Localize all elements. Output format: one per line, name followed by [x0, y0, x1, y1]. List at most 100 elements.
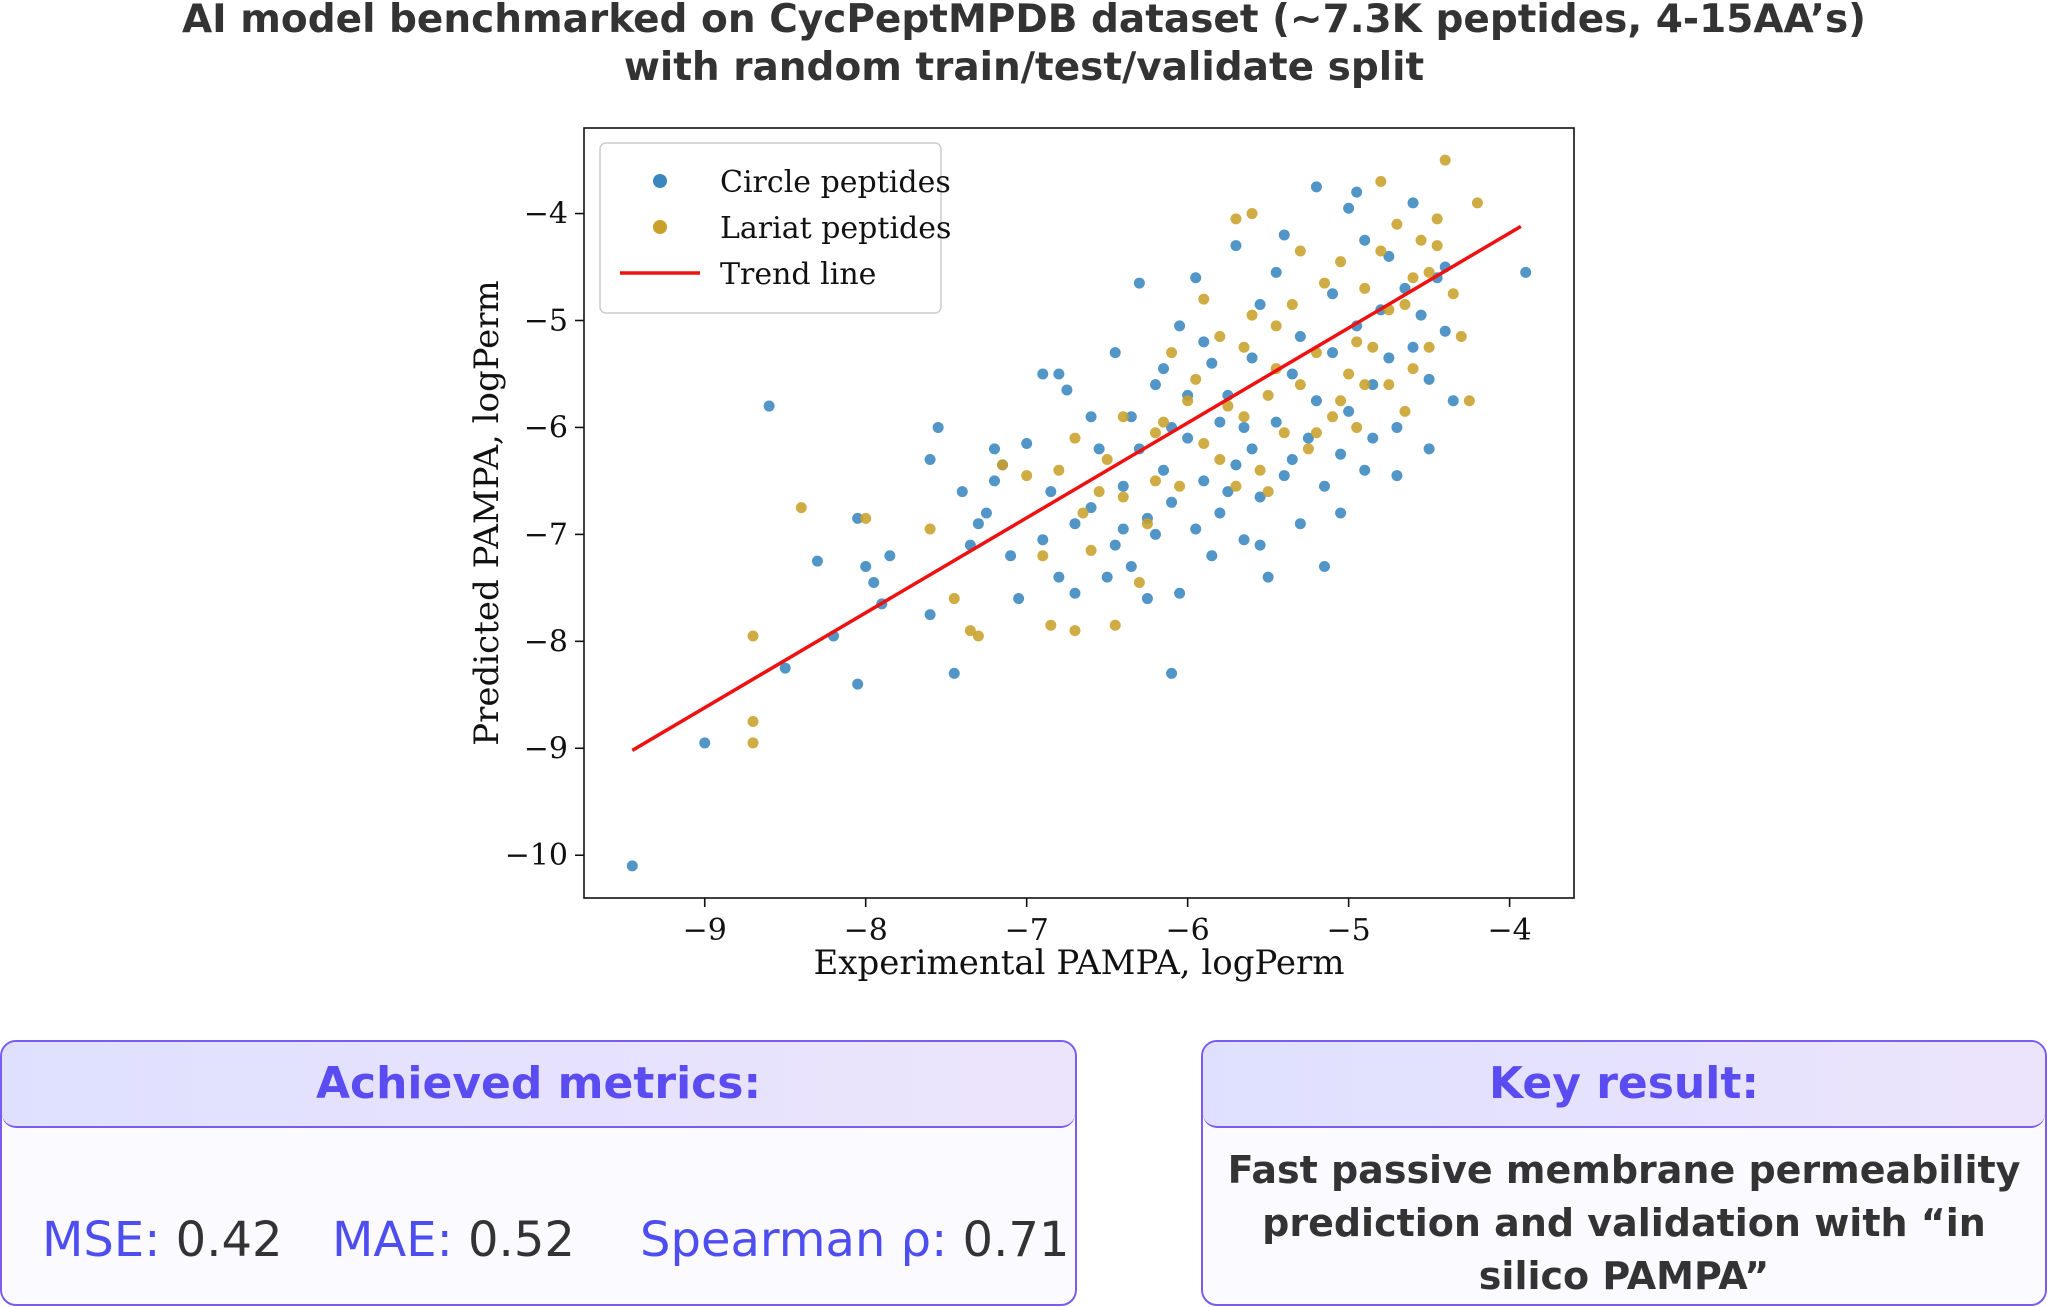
- lariat-peptide-point: [1021, 470, 1033, 482]
- lariat-peptide-point: [747, 737, 759, 749]
- x-axis-label: Experimental PAMPA, logPerm: [813, 943, 1344, 983]
- lariat-peptide-point: [1045, 619, 1057, 631]
- circle-peptide-point: [1117, 480, 1129, 492]
- circle-peptide-point: [948, 667, 960, 679]
- x-tick-label: −4: [1487, 913, 1531, 948]
- lariat-peptide-point: [1109, 619, 1121, 631]
- lariat-peptide-point: [1117, 491, 1129, 503]
- lariat-peptide-point: [1375, 245, 1387, 257]
- circle-peptide-point: [1318, 480, 1330, 492]
- lariat-peptide-point: [1431, 213, 1443, 225]
- circle-peptide-point: [1117, 523, 1129, 535]
- circle-peptide-point: [1286, 368, 1298, 380]
- circle-peptide-point: [980, 507, 992, 519]
- circle-peptide-point: [1174, 587, 1186, 599]
- lariat-peptide-point: [1391, 218, 1403, 230]
- spearman-value: 0.71: [962, 1212, 1070, 1268]
- circle-peptide-point: [1069, 587, 1081, 599]
- result-text: Fast passive membrane permeability predi…: [1223, 1144, 2025, 1303]
- circle-peptide-point: [1133, 277, 1145, 289]
- x-tick-label: −8: [844, 913, 888, 948]
- lariat-peptide-point: [1222, 400, 1234, 412]
- circle-peptide-point: [1158, 363, 1170, 375]
- circle-peptide-point: [1286, 454, 1298, 466]
- lariat-peptide-point: [1238, 411, 1250, 423]
- circle-peptide-point: [1109, 539, 1121, 551]
- lariat-peptide-point: [1327, 411, 1339, 423]
- circle-peptide-point: [1166, 496, 1178, 508]
- circle-peptide-point: [1294, 331, 1306, 343]
- mae-label: MAE:: [332, 1212, 453, 1268]
- circle-peptide-point: [924, 609, 936, 621]
- lariat-peptide-point: [1101, 454, 1113, 466]
- circle-peptide-point: [1125, 411, 1137, 423]
- lariat-peptide-point: [1166, 347, 1178, 359]
- circle-peptide-point: [1415, 309, 1427, 321]
- circle-peptide-point: [1447, 395, 1459, 407]
- lariat-peptide-point: [1463, 395, 1475, 407]
- metrics-panel: Achieved metrics: MSE: 0.42 MAE: 0.52 Sp…: [0, 1040, 1077, 1306]
- lariat-peptide-point: [1407, 272, 1419, 284]
- circle-peptide-point: [988, 475, 1000, 487]
- lariat-peptide-point: [1214, 454, 1226, 466]
- y-axis: −10 −9 −8 −7 −6 −5 −4: [505, 197, 584, 873]
- lariat-peptide-point: [1133, 577, 1145, 589]
- mse-label: MSE:: [42, 1212, 161, 1268]
- result-line-2: prediction and validation with “in: [1262, 1201, 1986, 1245]
- result-line-3: silico PAMPA”: [1478, 1254, 1770, 1298]
- circle-peptide-point: [1270, 416, 1282, 428]
- circle-peptide-point: [1182, 432, 1194, 444]
- circle-peptide-point: [956, 486, 968, 498]
- y-tick-label: −5: [524, 304, 568, 339]
- circle-peptide-point: [1013, 593, 1025, 605]
- lariat-peptide-point: [948, 593, 960, 605]
- lariat-peptide-point: [1117, 411, 1129, 423]
- lariat-peptide-point: [1182, 395, 1194, 407]
- lariat-peptide-point: [1399, 405, 1411, 417]
- circle-peptide-point: [1238, 534, 1250, 546]
- circle-peptide-point: [1101, 571, 1113, 583]
- circle-peptide-point: [1005, 550, 1017, 562]
- y-tick-label: −6: [524, 410, 568, 445]
- circle-peptide-point: [1254, 491, 1266, 503]
- circle-peptide-point: [1230, 240, 1242, 252]
- circle-peptide-point: [1367, 379, 1379, 391]
- lariat-peptide-point: [1375, 175, 1387, 187]
- lariat-peptide-point: [1318, 277, 1330, 289]
- y-tick-label: −7: [524, 517, 568, 552]
- circle-peptide-point: [1359, 464, 1371, 476]
- circle-peptide-point: [1278, 229, 1290, 241]
- lariat-peptide-point: [1343, 368, 1355, 380]
- circle-peptide-point: [1230, 459, 1242, 471]
- lariat-peptide-point: [1198, 437, 1210, 449]
- x-tick-label: −6: [1166, 913, 1210, 948]
- result-line-1: Fast passive membrane permeability: [1227, 1148, 2021, 1192]
- mse-value: 0.42: [175, 1212, 283, 1268]
- y-axis-label: Predicted PAMPA, logPerm: [467, 280, 507, 745]
- circle-peptide-point: [1407, 341, 1419, 353]
- lariat-peptide-point: [997, 459, 1009, 471]
- spearman-label: Spearman ρ:: [640, 1212, 948, 1268]
- circle-peptide-point: [1045, 486, 1057, 498]
- x-axis: −9 −8 −7 −6 −5 −4: [683, 898, 1532, 948]
- circle-peptide-point: [1158, 464, 1170, 476]
- legend-box: [599, 142, 942, 314]
- lariat-peptide-point: [1407, 363, 1419, 375]
- lariat-peptide-point: [1069, 625, 1081, 637]
- lariat-peptide-point: [1415, 234, 1427, 246]
- lariat-peptide-point: [1230, 480, 1242, 492]
- circle-peptide-point: [1423, 443, 1435, 455]
- scatter-chart: −9 −8 −7 −6 −5 −4 −10 −9 −8 −7 −6 −5 −4 Experimenta…: [467, 127, 1575, 983]
- lariat-peptide-point: [1351, 421, 1363, 433]
- circle-peptide-point: [868, 577, 880, 589]
- lariat-peptide-point: [1383, 379, 1395, 391]
- circle-peptide-point: [1351, 186, 1363, 198]
- lariat-peptide-point: [1141, 518, 1153, 530]
- circle-peptide-point: [1190, 272, 1202, 284]
- lariat-peptide-point: [1335, 395, 1347, 407]
- circle-peptide-point: [1423, 373, 1435, 385]
- lariat-peptide-point: [1238, 341, 1250, 353]
- circle-peptide-point: [1367, 432, 1379, 444]
- legend-marker-lariat: [653, 220, 667, 234]
- mae-value: 0.52: [468, 1212, 575, 1268]
